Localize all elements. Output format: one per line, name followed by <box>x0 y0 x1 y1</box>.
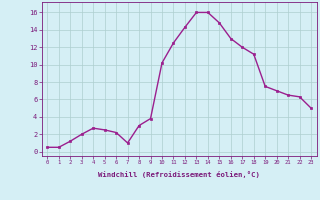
X-axis label: Windchill (Refroidissement éolien,°C): Windchill (Refroidissement éolien,°C) <box>98 171 260 178</box>
